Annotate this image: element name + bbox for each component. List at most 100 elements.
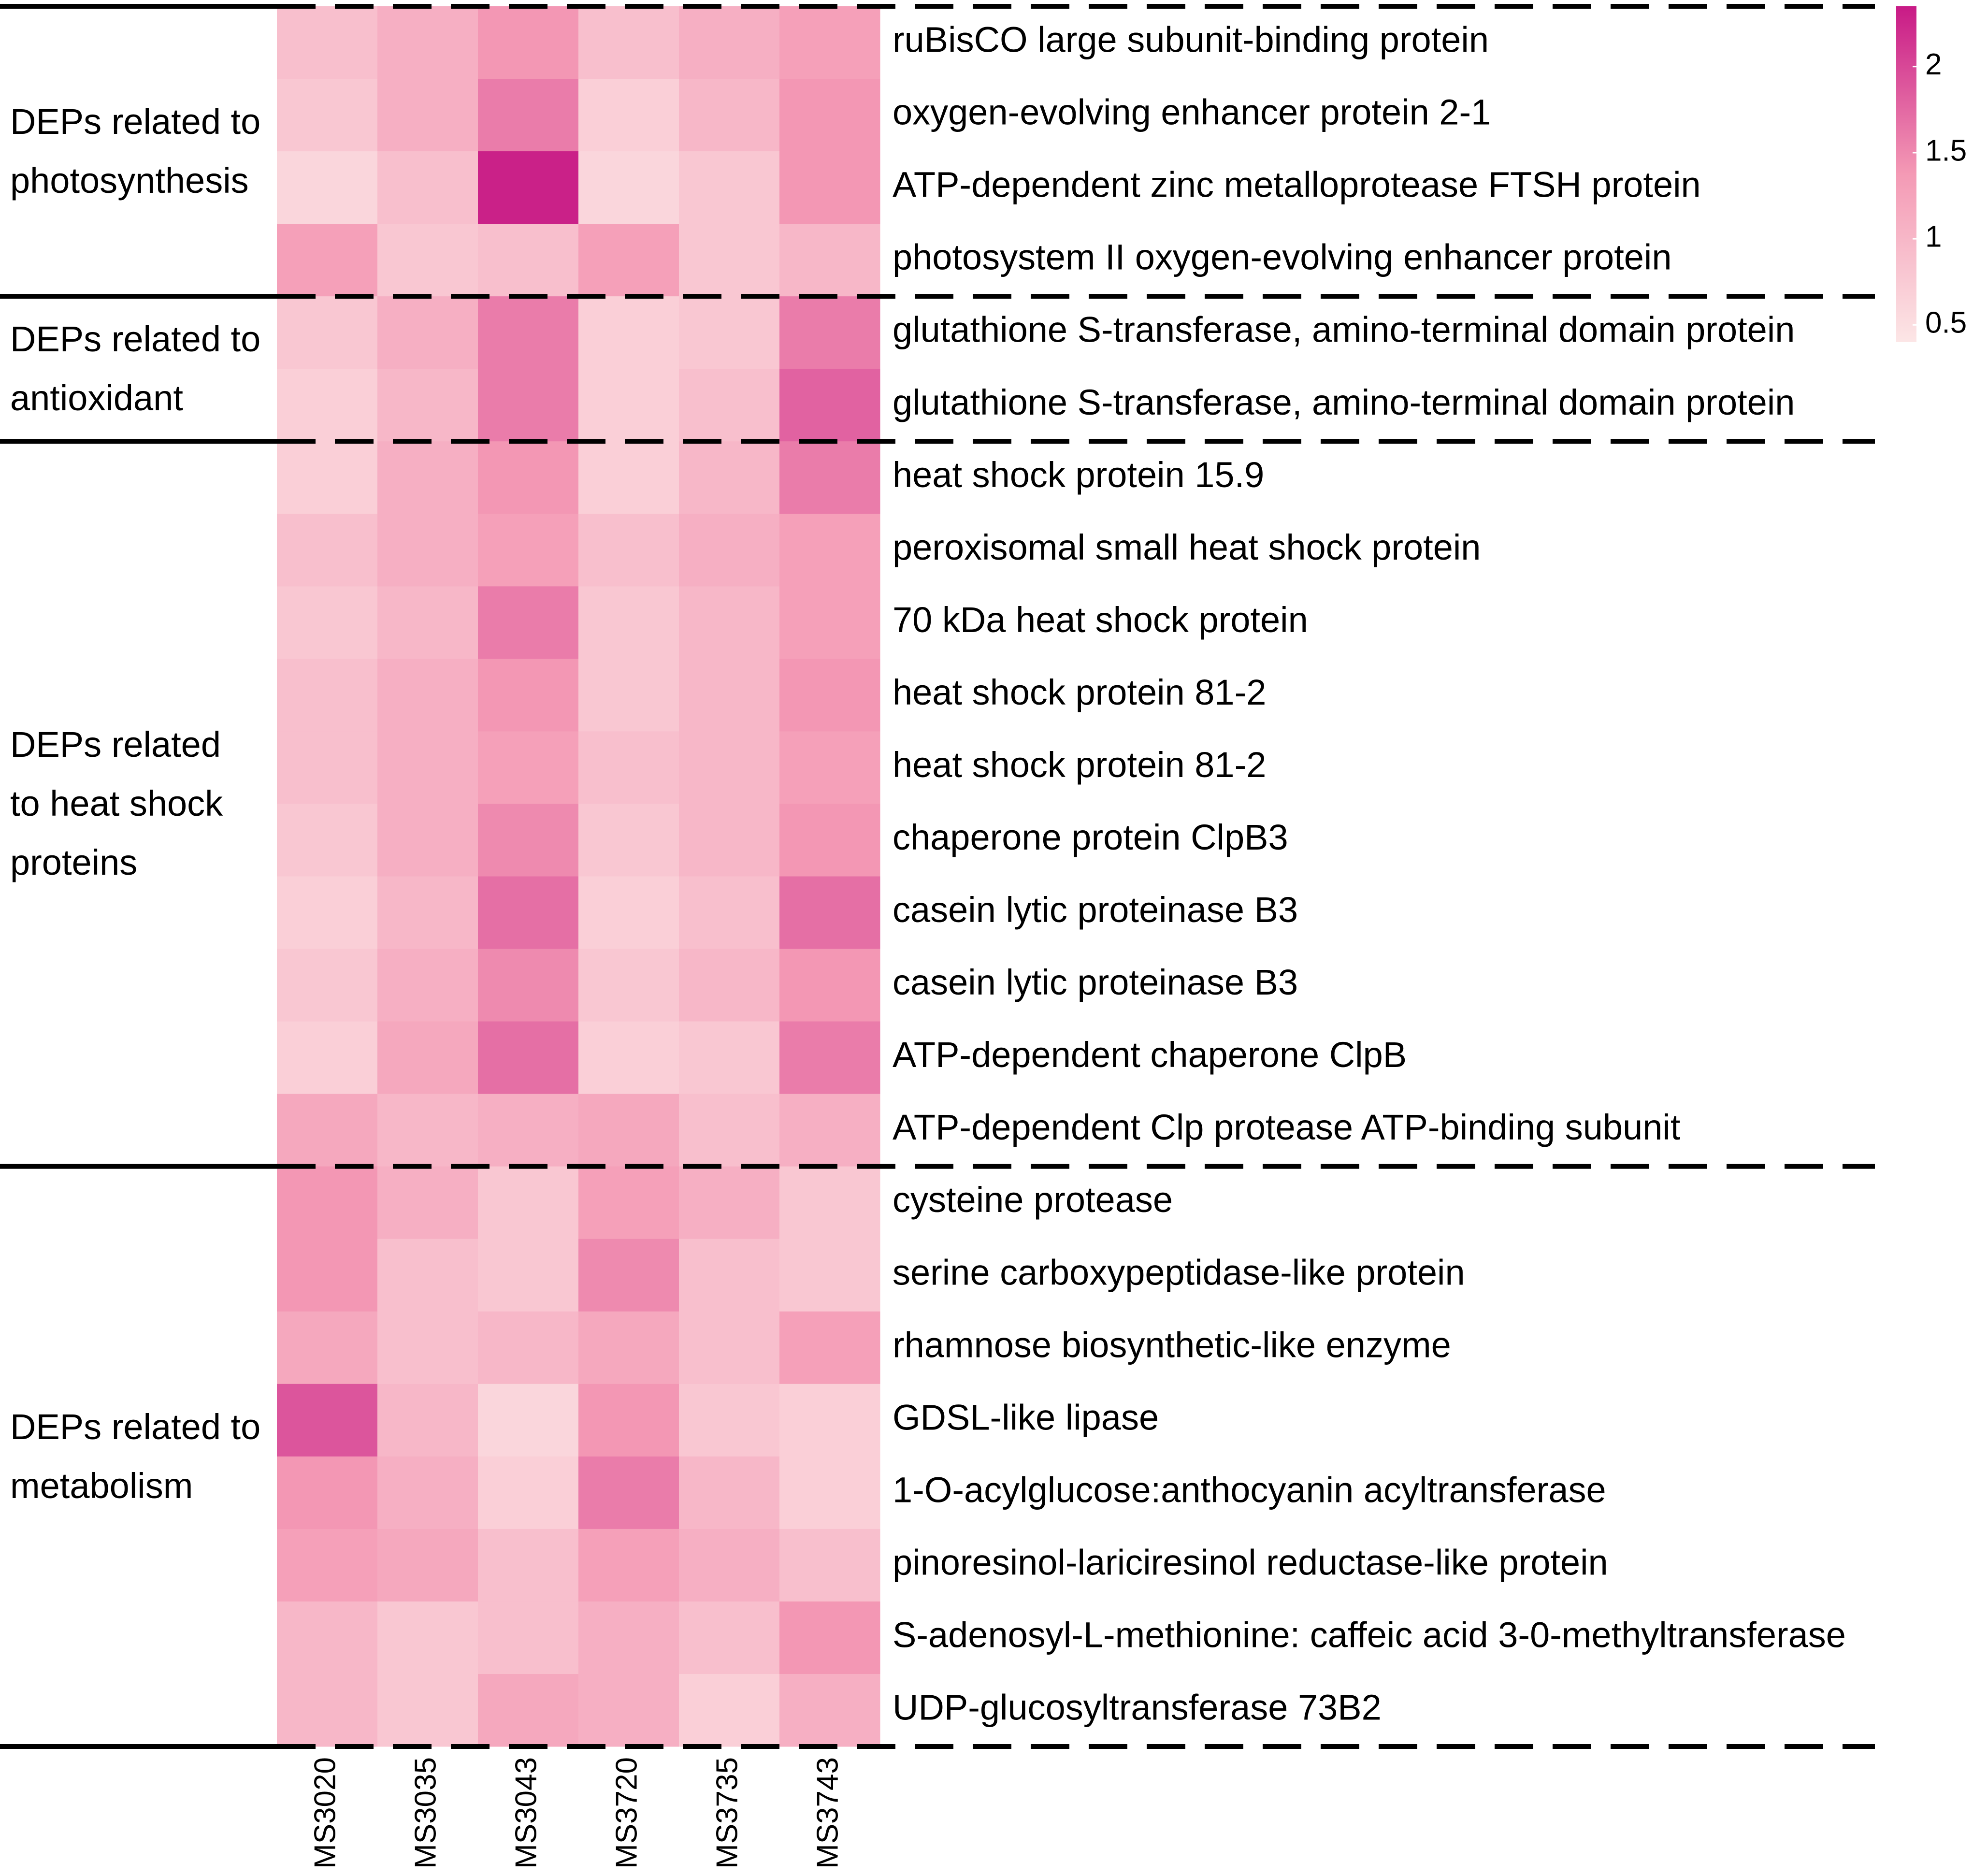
heatmap-cell: [578, 804, 679, 877]
heatmap-cell: [478, 804, 579, 877]
heatmap-cell: [277, 1601, 378, 1674]
heatmap-cell: [478, 1311, 579, 1385]
heatmap-cell: [277, 441, 378, 514]
heatmap-cell: [578, 586, 679, 659]
heatmap-cell: [478, 79, 579, 152]
heatmap-cell: [578, 296, 679, 369]
heatmap-cell: [679, 151, 780, 224]
heatmap-cell: [779, 1456, 880, 1530]
heatmap-cell: [679, 949, 780, 1022]
heatmap-cell: [779, 79, 880, 152]
heatmap-cell: [478, 1674, 579, 1747]
heatmap-cell: [277, 1311, 378, 1385]
heatmap-cell: [277, 876, 378, 950]
heatmap-cell: [779, 1239, 880, 1312]
heatmap-cell: [478, 1456, 579, 1530]
heatmap-cell: [277, 949, 378, 1022]
heatmap-cell: [679, 1021, 780, 1095]
heatmap-cell: [277, 296, 378, 369]
heatmap-cell: [578, 6, 679, 79]
heatmap-cell: [478, 1529, 579, 1602]
heatmap-cell: [779, 1674, 880, 1747]
col-label: MS3035: [409, 1757, 442, 1869]
row-label: ruBisCO large subunit-binding protein: [893, 20, 1489, 60]
heatmap-cell: [377, 1094, 478, 1167]
heatmap-cell: [578, 1311, 679, 1385]
row-label: heat shock protein 15.9: [893, 455, 1264, 495]
heatmap-cell: [779, 586, 880, 659]
heatmap-cell: [679, 731, 780, 804]
row-label: cysteine protease: [893, 1180, 1173, 1220]
col-label: MS3020: [308, 1757, 342, 1869]
heatmap-cell: [377, 1021, 478, 1095]
heatmap-cell: [277, 151, 378, 224]
heatmap-cell: [779, 1311, 880, 1385]
heatmap-cell: [679, 369, 780, 442]
row-label: 70 kDa heat shock protein: [893, 600, 1308, 640]
heatmap-cell: [779, 949, 880, 1022]
row-label: glutathione S-transferase, amino-termina…: [893, 382, 1795, 422]
heatmap-cell: [478, 1239, 579, 1312]
heatmap-cell: [779, 224, 880, 297]
heatmap-cell: [478, 1384, 579, 1457]
heatmap-cell: [779, 1166, 880, 1240]
heatmap-cell: [679, 1601, 780, 1674]
heatmap-cell: [779, 1021, 880, 1095]
row-label: heat shock protein 81-2: [893, 745, 1266, 785]
heatmap-cell: [478, 369, 579, 442]
row-label: UDP-glucosyltransferase 73B2: [893, 1688, 1382, 1728]
heatmap-cell: [679, 296, 780, 369]
heatmap-cell: [779, 1601, 880, 1674]
heatmap-cell: [377, 6, 478, 79]
heatmap-cell: [478, 1601, 579, 1674]
group-label: DEPs related to antioxidant: [10, 319, 261, 418]
heatmap-cell: [277, 1094, 378, 1167]
heatmap-cell: [377, 224, 478, 297]
group-label: DEPs related to heat shock proteins: [10, 724, 223, 883]
heatmap-cell: [578, 1529, 679, 1602]
heatmap-cell: [578, 151, 679, 224]
heatmap-cell: [277, 804, 378, 877]
colorbar-tick-label: 1: [1925, 220, 1942, 254]
row-label: casein lytic proteinase B3: [893, 962, 1298, 1002]
row-label: ATP-dependent zinc metalloprotease FTSH …: [893, 165, 1701, 205]
heatmap-cell: [277, 79, 378, 152]
row-label: GDSL-like lipase: [893, 1397, 1159, 1437]
heatmap-cell: [779, 1384, 880, 1457]
heatmap-cell: [679, 1311, 780, 1385]
heatmap-cell: [277, 1166, 378, 1240]
col-label: MS3743: [811, 1757, 844, 1869]
heatmap-cell: [679, 586, 780, 659]
heatmap-cell: [478, 6, 579, 79]
heatmap-cell: [277, 514, 378, 587]
row-label: ATP-dependent chaperone ClpB: [893, 1035, 1407, 1075]
heatmap-cell: [578, 1384, 679, 1457]
heatmap-cell: [277, 1529, 378, 1602]
heatmap-cell: [277, 586, 378, 659]
heatmap-cell: [377, 1384, 478, 1457]
colorbar-tick-label: 1.5: [1925, 134, 1967, 167]
heatmap-cell: [679, 514, 780, 587]
heatmap-cell: [578, 659, 679, 732]
heatmap-cell: [679, 1166, 780, 1240]
heatmap-cell: [277, 1021, 378, 1095]
row-label: chaperone protein ClpB3: [893, 817, 1288, 857]
heatmap-cell: [478, 151, 579, 224]
colorbar: [1896, 6, 1916, 342]
heatmap-cell: [377, 369, 478, 442]
heatmap-cell: [377, 79, 478, 152]
heatmap-cell: [277, 369, 378, 442]
row-label: casein lytic proteinase B3: [893, 890, 1298, 930]
heatmap-cell: [377, 1239, 478, 1312]
heatmap-cell: [779, 151, 880, 224]
heatmap-cell: [377, 876, 478, 950]
heatmap-cell: [478, 514, 579, 587]
heatmap-cell: [377, 514, 478, 587]
heatmap-cell: [377, 804, 478, 877]
heatmap-cell: [377, 949, 478, 1022]
heatmap-cell: [277, 6, 378, 79]
heatmap-cell: [779, 441, 880, 514]
heatmap-cell: [578, 369, 679, 442]
heatmap-cell: [679, 1239, 780, 1312]
